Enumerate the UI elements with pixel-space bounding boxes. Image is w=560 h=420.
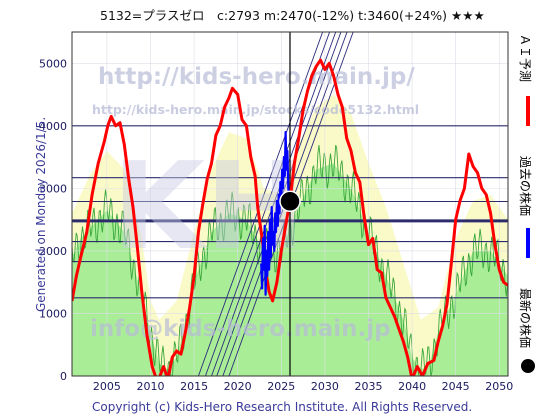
watermark-mail: info@kids-hero.main.jp	[90, 316, 391, 342]
x-tick-label: 2040	[398, 380, 426, 393]
watermark-logo: KH	[112, 138, 305, 277]
legend-latest-label: 最新の株価	[518, 288, 533, 348]
plot-area: http://kids-hero.main.jp/http://kids-her…	[39, 31, 513, 393]
plot-content: http://kids-hero.main.jp/http://kids-her…	[72, 32, 508, 376]
current-price-marker	[279, 190, 301, 213]
legend-ai-label: ＡＩ予測	[518, 34, 532, 82]
y-tick-label: 2000	[39, 245, 67, 258]
y-tick-label: 0	[60, 370, 67, 383]
x-tick-label: 2035	[354, 380, 382, 393]
legend: ＡＩ予測 過去の株価 最新の株価	[518, 34, 535, 373]
watermark-url: http://kids-hero.main.jp/	[98, 64, 415, 90]
x-tick-label: 2020	[224, 380, 252, 393]
x-tick-label: 2015	[180, 380, 208, 393]
legend-latest-marker	[521, 359, 535, 373]
y-tick-label: 1000	[39, 307, 67, 320]
trend-line	[198, 32, 324, 376]
x-tick-label: 2045	[442, 380, 470, 393]
legend-past-label: 過去の株価	[518, 156, 533, 216]
y-tick-label: 3000	[39, 182, 67, 195]
watermark-url-sub: http://kids-hero.main.jp/stocks/code5132…	[92, 102, 419, 117]
x-tick-label: 2010	[136, 380, 164, 393]
x-tick-label: 2050	[485, 380, 513, 393]
generated-date: Generated on Monday 2026/1/5.	[34, 117, 48, 312]
x-tick-label: 2030	[311, 380, 339, 393]
y-tick-label: 5000	[39, 57, 67, 70]
x-tick-label: 2005	[93, 380, 121, 393]
copyright-text: Copyright (c) Kids-Hero Research Institu…	[92, 400, 472, 414]
trend-line	[211, 32, 337, 376]
chart-title: 5132=プラスゼロ c:2793 m:2470(-12%) t:3460(+2…	[100, 8, 485, 23]
y-tick-label: 4000	[39, 120, 67, 133]
series-past-price	[260, 131, 292, 296]
x-tick-label: 2025	[267, 380, 295, 393]
plot-frame	[71, 31, 509, 377]
